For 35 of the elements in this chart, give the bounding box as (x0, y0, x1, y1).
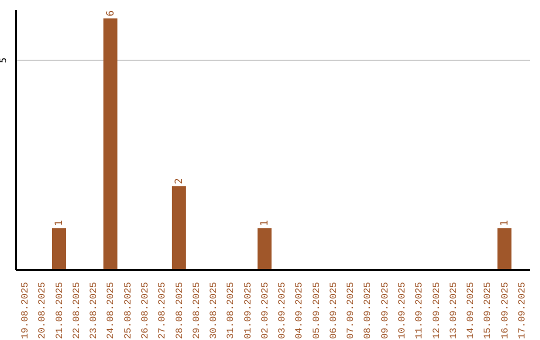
x-tick-label: 05.09.2025 (310, 282, 322, 340)
x-tick-label: 09.09.2025 (379, 282, 390, 340)
x-tick-label: 03.09.2025 (276, 282, 288, 340)
data-label: 2 (174, 178, 185, 184)
x-tick-label: 26.08.2025 (140, 282, 150, 340)
data-label: 1 (260, 220, 271, 226)
x-tick-label: 11.09.2025 (414, 282, 425, 340)
x-tick-label: 22.08.2025 (70, 282, 82, 340)
x-tick-label: 29.08.2025 (190, 282, 202, 340)
data-label: 1 (54, 220, 65, 226)
data-label: 6 (105, 10, 116, 16)
x-tick-label: 24.08.2025 (105, 282, 116, 340)
x-tick-label: 20.08.2025 (36, 282, 48, 340)
x-tick-label: 28.08.2025 (174, 282, 185, 340)
x-tick-label: 13.09.2025 (448, 282, 459, 340)
x-tick-label: 21.08.2025 (54, 282, 65, 340)
x-tick-label: 04.09.2025 (294, 282, 305, 340)
x-tick-label: 02.09.2025 (259, 282, 270, 340)
x-tick-label: 30.08.2025 (208, 282, 220, 340)
x-tick-label: 25.08.2025 (122, 282, 134, 340)
x-tick-label: 07.09.2025 (345, 282, 356, 340)
x-tick-label: 01.09.2025 (242, 282, 254, 340)
x-tick-label: 17.09.2025 (516, 282, 528, 340)
x-tick-label: 19.08.2025 (20, 282, 31, 340)
data-label: 1 (499, 220, 510, 226)
x-tick-label: 08.09.2025 (362, 282, 374, 340)
x-tick-label: 31.08.2025 (225, 282, 236, 340)
x-tick-label: 16.09.2025 (499, 282, 510, 340)
x-tick-label: 15.09.2025 (482, 282, 494, 340)
x-tick-label: 27.08.2025 (156, 282, 168, 340)
x-tick-label: 23.08.2025 (88, 282, 100, 340)
x-tick-label: 14.09.2025 (465, 282, 476, 340)
x-tick-label: 06.09.2025 (328, 282, 339, 340)
x-tick-label: 10.09.2025 (396, 282, 408, 340)
x-tick-label: 12.09.2025 (430, 282, 442, 340)
